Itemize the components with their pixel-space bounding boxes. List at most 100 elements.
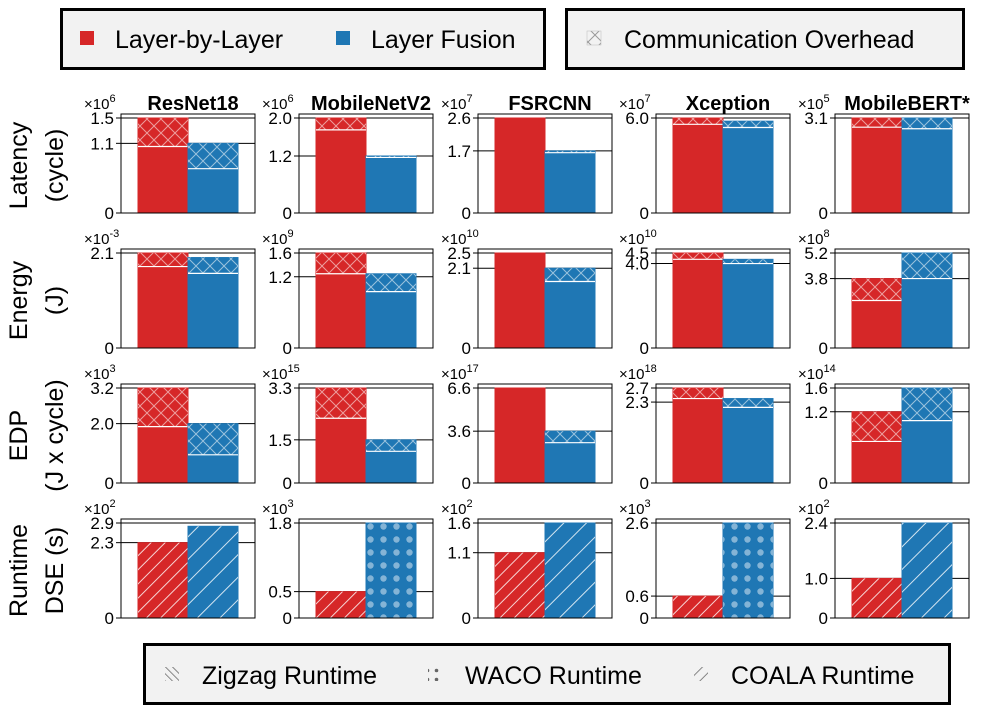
axis-exponent-power: 15	[287, 363, 299, 375]
axis-exponent-power: 3	[644, 498, 650, 510]
bar-overhead-segment	[138, 253, 188, 267]
axis-exponent-power: 6	[109, 93, 115, 105]
y-tick-label: 4.5	[625, 244, 649, 263]
y-tick-label: 5.2	[804, 244, 828, 263]
axis-exponent-power: 10	[466, 228, 478, 240]
bar-overhead-segment	[673, 253, 723, 260]
panel-r2-c0: 0 2.0 3.2×103	[84, 363, 256, 493]
y-tick-label: 0.5	[268, 583, 292, 602]
bar-layer-fusion	[722, 258, 774, 349]
plot-frame	[655, 248, 791, 349]
axis-exponent: ×106	[262, 93, 294, 113]
panel-r1-c1: 0 1.2 1.6×109	[262, 228, 434, 358]
bar-overhead-segment	[188, 423, 238, 455]
y-tick-label: 0	[640, 609, 649, 628]
axis-exponent-power: 9	[287, 228, 293, 240]
bar-layer-fusion	[722, 120, 774, 214]
row-label-line1: Latency	[5, 121, 33, 209]
legend-label-waco-runtime: WACO Runtime	[465, 662, 642, 690]
plot-frame	[120, 383, 256, 484]
bar-overhead-segment	[902, 253, 952, 279]
axis-exponent-power: 2	[466, 498, 472, 510]
y-tick-label: 2.5	[447, 244, 471, 263]
row-label-3: Runtime DSE (s)	[5, 524, 69, 617]
bar-layer-by-layer	[494, 117, 546, 214]
y-tick-label: 0	[283, 339, 292, 358]
axis-exponent-power: 7	[466, 93, 472, 105]
y-tick-label: 1.1	[447, 544, 471, 563]
y-tick-label: 1.2	[804, 403, 828, 422]
bar-overhead-segment	[545, 268, 595, 282]
y-tick-label: 0	[283, 474, 292, 493]
panel-r3-c2: 0 1.1 1.6×102	[441, 498, 613, 628]
bar-layer-by-layer	[315, 117, 367, 214]
bar-overhead-segment	[545, 431, 595, 443]
bar-runtime-pattern	[545, 523, 595, 618]
bar-layer-by-layer	[672, 252, 724, 349]
bar-overhead-segment	[138, 118, 188, 147]
bar-overhead-segment	[366, 273, 416, 292]
bar-layer-fusion	[901, 117, 953, 214]
y-tick-label: 2.4	[804, 514, 828, 533]
bar-overhead-segment	[902, 118, 952, 129]
bar-overhead-segment	[723, 398, 773, 408]
bar-layer-by-layer	[137, 252, 189, 349]
axis-exponent-power: 2	[823, 498, 829, 510]
y-tick-label: 1.1	[90, 134, 114, 153]
y-tick-label: 2.7	[625, 379, 649, 398]
model-title: ResNet18	[147, 93, 238, 115]
y-tick-label: 0.6	[625, 587, 649, 606]
axis-exponent-power: 6	[287, 93, 293, 105]
bar-runtime-pattern	[723, 523, 773, 618]
y-tick-label: 1.0	[804, 569, 828, 588]
y-tick-label: 0	[819, 474, 828, 493]
axis-exponent: ×103	[84, 363, 116, 383]
y-tick-label: 1.5	[90, 109, 114, 128]
plot-frame	[477, 113, 613, 214]
axis-exponent: ×107	[441, 93, 473, 113]
panel-r2-c2: 0 3.6 6.6×1017	[441, 363, 613, 493]
plot-frame	[655, 383, 791, 484]
y-tick-label: 4.0	[625, 255, 649, 274]
axis-exponent-power: 17	[466, 363, 478, 375]
axis-exponent-power: 2	[109, 498, 115, 510]
axis-exponent: ×107	[619, 93, 651, 113]
legend-label-coala-runtime: COALA Runtime	[731, 662, 914, 690]
bar-runtime-pattern	[902, 523, 952, 618]
y-tick-label: 1.5	[268, 431, 292, 450]
y-tick-label: 2.1	[90, 244, 114, 263]
axis-exponent-power: 14	[823, 363, 835, 375]
axis-exponent-power: 18	[644, 363, 656, 375]
y-tick-label: 2.3	[90, 534, 114, 553]
legend-swatch-zigzag-runtime	[165, 667, 179, 681]
plot-frame	[298, 248, 434, 349]
legend-swatch-layer-by-layer	[80, 31, 94, 45]
plot-frame	[834, 113, 970, 214]
y-tick-label: 0	[819, 609, 828, 628]
row-label-2: EDP (J x cycle)	[5, 379, 69, 492]
y-tick-label: 0	[462, 474, 471, 493]
y-tick-label: 0	[283, 609, 292, 628]
plot-frame	[120, 248, 256, 349]
bar-runtime-pattern	[852, 578, 902, 618]
legend-top-right	[565, 8, 965, 70]
bar-overhead-segment	[366, 156, 416, 158]
panel-r0-c4: 0 3.1×105	[798, 93, 970, 223]
panel-r0-c2: 0 1.7 2.6×107	[441, 93, 613, 223]
bar-layer-by-layer	[851, 117, 903, 214]
plot-frame	[834, 518, 970, 619]
y-tick-label: 2.0	[268, 109, 292, 128]
y-tick-label: 1.2	[268, 147, 292, 166]
bar-layer-by-layer	[494, 252, 546, 349]
legend-label-communication-overhead: Communication Overhead	[624, 26, 914, 54]
y-tick-label: 0	[462, 609, 471, 628]
plot-frame	[477, 248, 613, 349]
legend-top-left	[60, 8, 546, 70]
bar-layer-by-layer	[672, 117, 724, 214]
legend-swatch-layer-fusion	[336, 31, 350, 45]
bar-runtime-pattern	[366, 523, 416, 618]
bar-layer-fusion	[722, 398, 774, 484]
legend-bottom	[143, 643, 951, 705]
bar-runtime-pattern	[188, 526, 238, 618]
plot-frame	[477, 518, 613, 619]
